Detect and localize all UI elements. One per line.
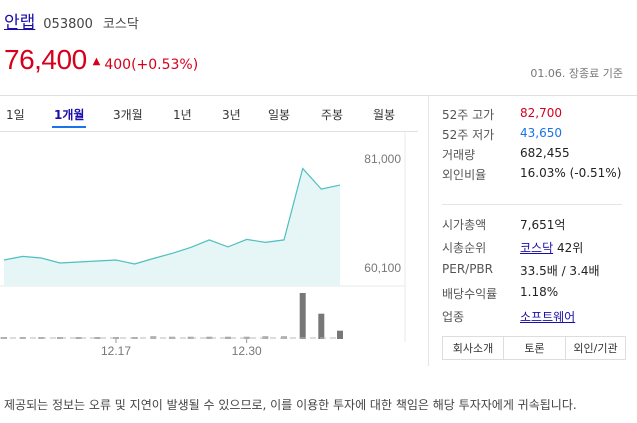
tab-3month[interactable]: 3개월 (113, 108, 143, 122)
tab-3year[interactable]: 3년 (222, 108, 241, 122)
tab-daily-candle[interactable]: 일봉 (268, 108, 291, 122)
volume-bar (225, 336, 231, 339)
tab-underline (0, 131, 418, 132)
stat-market-cap: 시가총액 7,651억 (442, 216, 632, 239)
price-row: 76,400 ▲ 400(+0.53%) (4, 44, 198, 76)
volume-bar (299, 293, 306, 339)
stat-value: 682,455 (520, 146, 570, 160)
volume-bar (337, 330, 343, 339)
stat-52w-low: 52주 저가 43,650 (442, 126, 632, 146)
stat-value: 82,700 (520, 106, 562, 120)
stat-value: 33.5배 / 3.4배 (520, 264, 600, 278)
stat-value: 7,651억 (520, 218, 566, 232)
stats-divider (442, 204, 622, 205)
stat-market-cap-rank: 시총순위 코스닥 42위 (442, 239, 632, 262)
company-name-link[interactable]: 안랩 (4, 13, 36, 33)
stat-label: 업종 (442, 310, 465, 324)
stat-label: 배당수익률 (442, 287, 498, 301)
stat-52w-high: 52주 고가 82,700 (442, 106, 632, 126)
y-tick-label: 81,000 (364, 152, 401, 166)
stat-label: 거래량 (442, 148, 476, 162)
stat-dividend-yield: 배당수익률 1.18% (442, 285, 632, 308)
tab-weekly-candle[interactable]: 주봉 (321, 108, 344, 122)
stat-value: 코스닥 42위 (520, 239, 583, 256)
current-price: 76,400 (4, 44, 87, 75)
stat-per-pbr: PER/PBR 33.5배 / 3.4배 (442, 262, 632, 285)
tab-1month[interactable]: 1개월 (51, 108, 87, 128)
x-tick-label: 12.30 (232, 344, 262, 358)
divider (0, 95, 637, 96)
price-chart: 81,000 60,100 12.17 12.30 (0, 132, 406, 358)
volume-bar (75, 337, 82, 339)
column-separator (428, 96, 429, 366)
as-of-label: 01.06. 장종료 기준 (530, 67, 623, 80)
price-change: 400(+0.53%) (104, 57, 199, 73)
stats-panel-top: 52주 고가 82,700 52주 저가 43,650 거래량 682,455 … (442, 106, 632, 186)
action-buttons: 회사소개 토론 외인/기관 (442, 336, 626, 360)
discussion-button[interactable]: 토론 (504, 336, 566, 360)
stat-volume: 거래량 682,455 (442, 146, 632, 166)
company-info-button[interactable]: 회사소개 (442, 336, 504, 360)
y-tick-label: 60,100 (364, 261, 401, 275)
stat-label: 52주 저가 (442, 128, 495, 142)
stats-panel-bottom: 시가총액 7,651억 시총순위 코스닥 42위 PER/PBR 33.5배 /… (442, 216, 632, 331)
stat-label: PER/PBR (442, 262, 494, 276)
volume-bar (206, 336, 213, 339)
up-arrow-icon: ▲ (92, 56, 101, 67)
sector-link[interactable]: 소프트웨어 (520, 310, 576, 324)
stock-title-row: 안랩 053800 코스닥 (4, 8, 139, 33)
stat-value: 1.18% (520, 285, 559, 299)
market-link[interactable]: 코스닥 (520, 241, 554, 255)
foreign-institution-button[interactable]: 외인/기관 (566, 336, 626, 360)
tab-1day[interactable]: 1일 (6, 108, 25, 122)
stat-label: 시가총액 (442, 218, 487, 232)
stat-label: 외인비율 (442, 168, 487, 182)
period-tabs: 1일 1개월 3개월 1년 3년 일봉 주봉 월봉 (0, 96, 420, 132)
stat-value: 16.03% (-0.51%) (520, 166, 622, 180)
tab-1year[interactable]: 1년 (173, 108, 192, 122)
stat-value: 소프트웨어 (520, 308, 575, 325)
market-label: 코스닥 (102, 17, 139, 32)
price-area (4, 168, 340, 286)
stat-label: 52주 고가 (442, 108, 495, 122)
disclaimer-text: 제공되는 정보는 오류 및 지연이 발생될 수 있으므로, 이를 이용한 투자에… (4, 398, 577, 412)
volume-bar (243, 336, 250, 339)
stat-foreign-ratio: 외인비율 16.03% (-0.51%) (442, 166, 632, 186)
rank-text: 42위 (553, 241, 584, 255)
price-line (3, 167, 341, 265)
stat-label: 시총순위 (442, 241, 487, 255)
tab-monthly-candle[interactable]: 월봉 (373, 108, 396, 122)
stat-sector: 업종 소프트웨어 (442, 308, 632, 331)
volume-bar (94, 337, 101, 339)
stock-code: 053800 (43, 17, 93, 32)
volume-bar (318, 313, 325, 339)
stat-value: 43,650 (520, 126, 562, 140)
x-tick-label: 12.17 (101, 344, 131, 358)
